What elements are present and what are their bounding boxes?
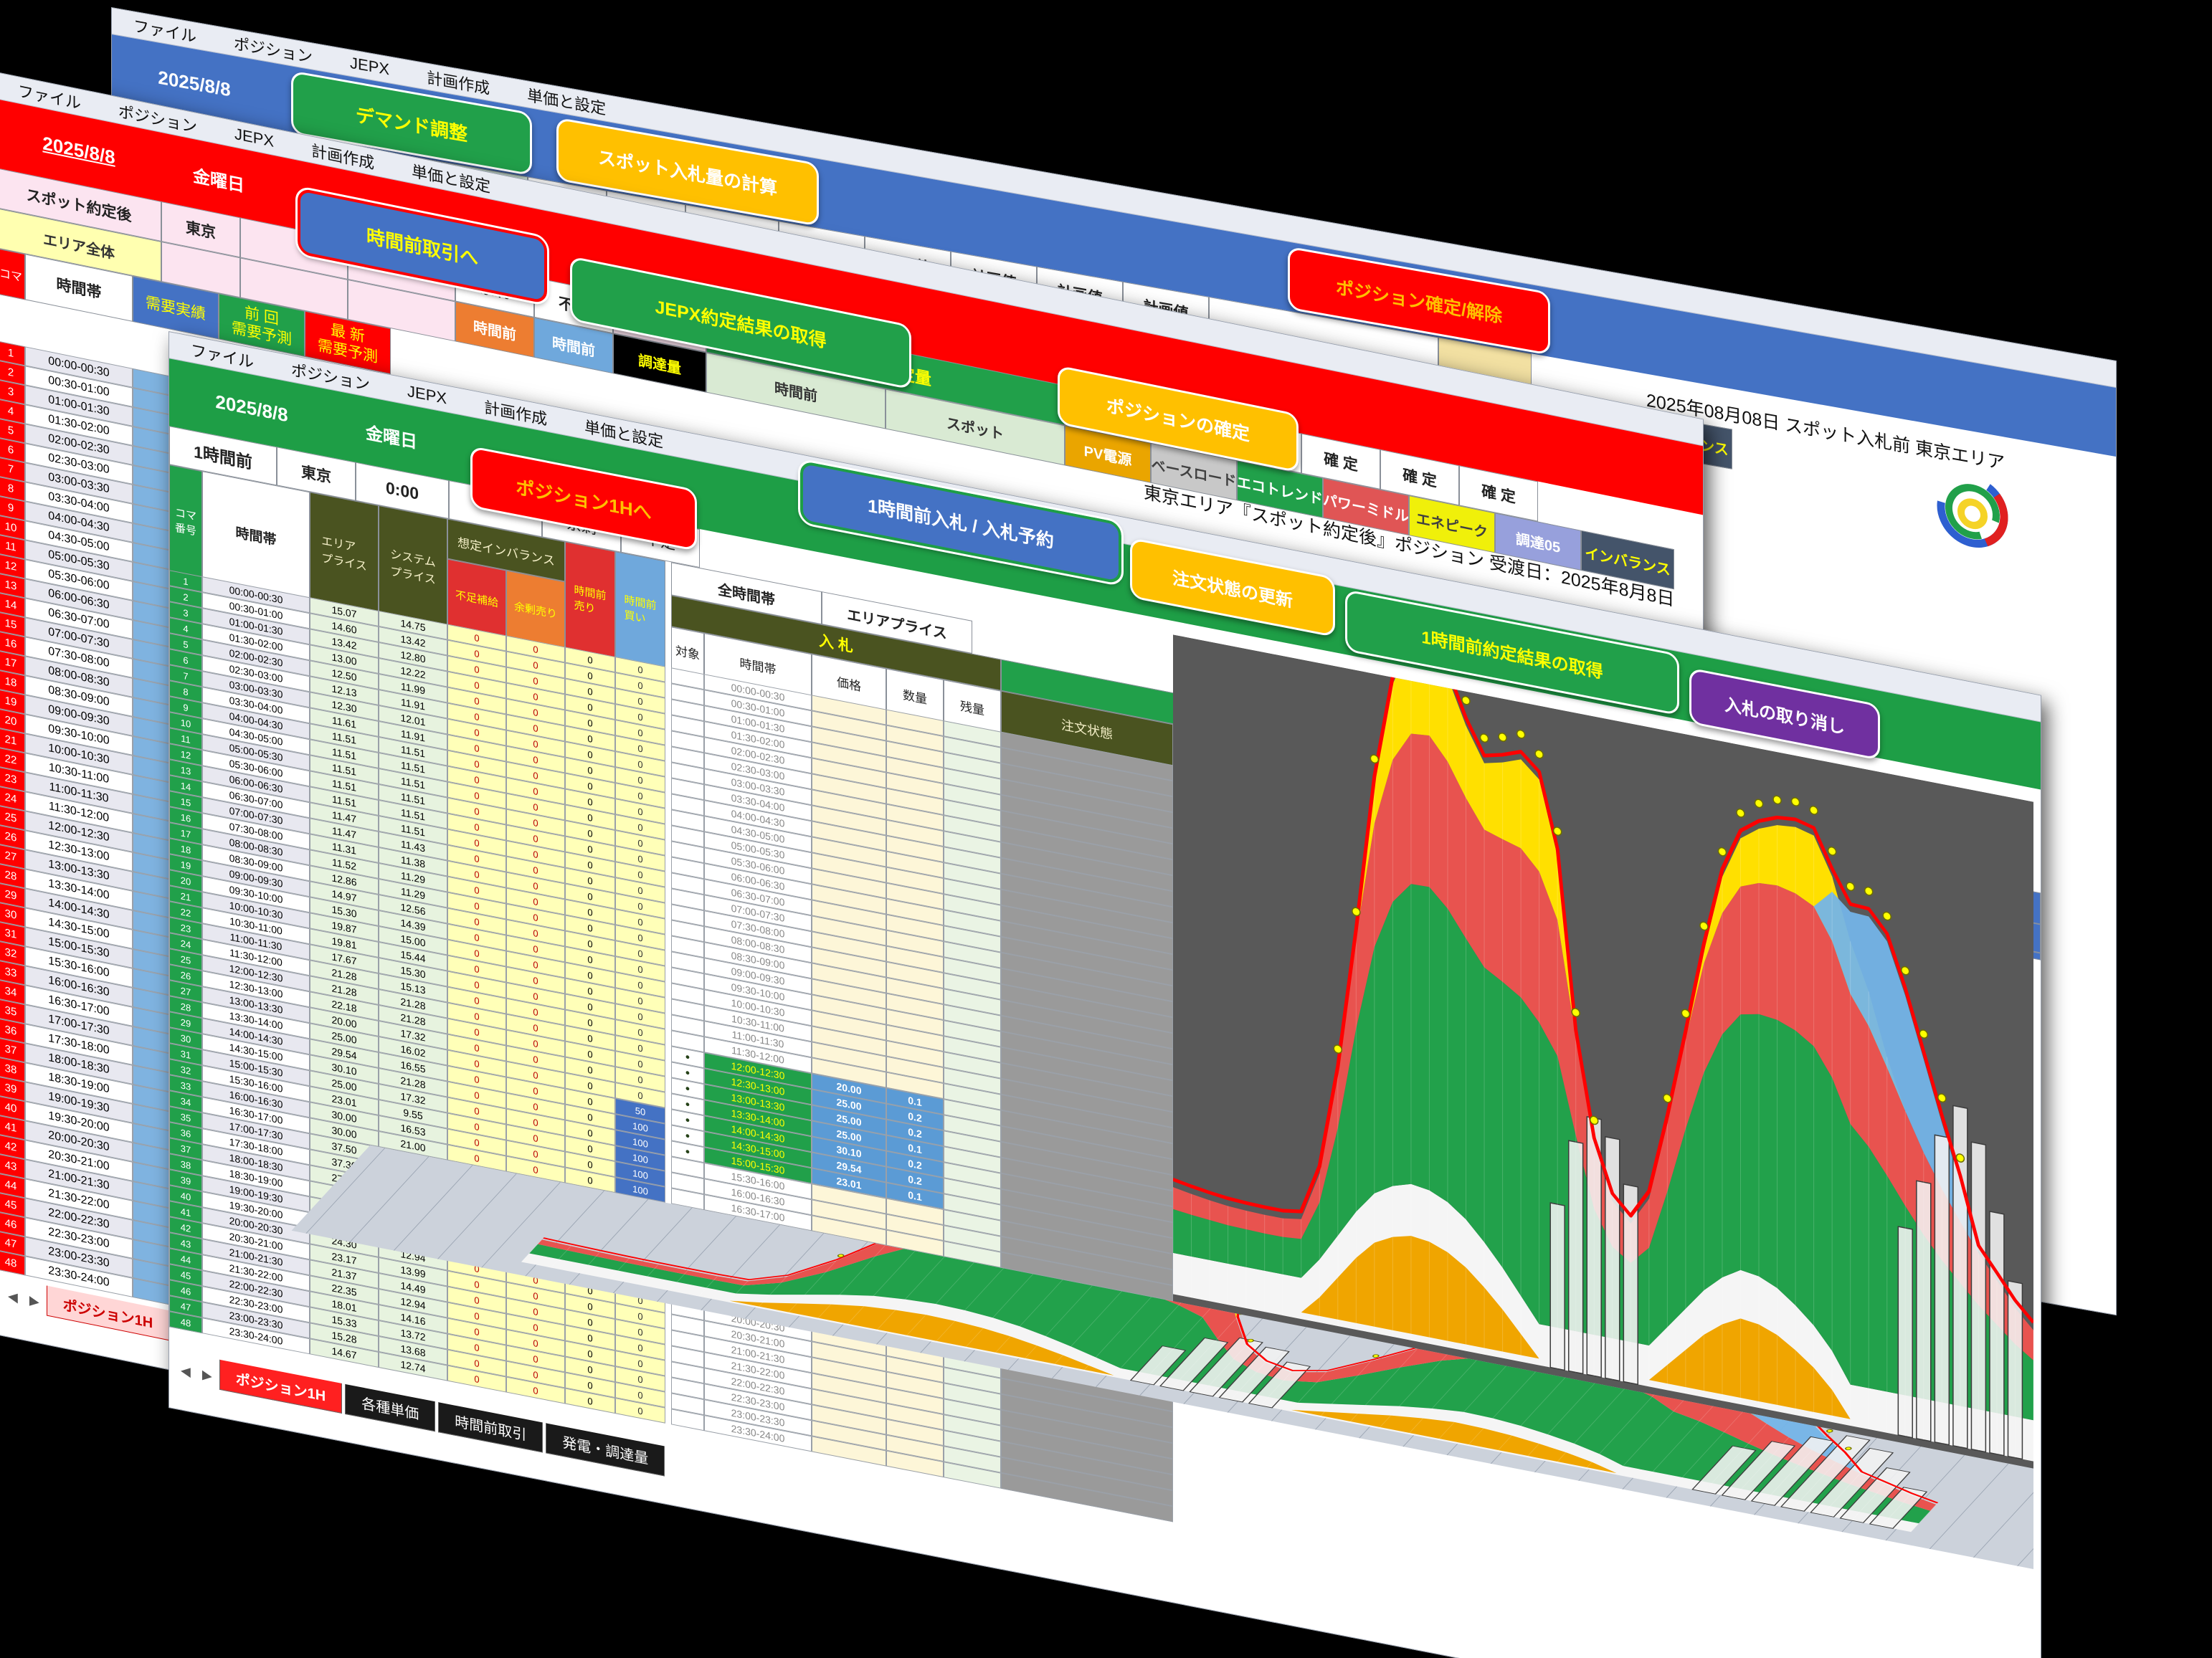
spacer <box>665 745 671 763</box>
position-chart[interactable] <box>1173 634 2033 1483</box>
col-header-koma: コマ 番号 <box>169 464 202 579</box>
col-header-system-price: システム プライス <box>379 505 447 626</box>
spacer <box>665 935 671 952</box>
scroll-left-button[interactable]: ◀ <box>8 1288 18 1305</box>
menu-item[interactable]: JEPX <box>350 53 390 79</box>
spacer <box>665 777 671 794</box>
col-header-area-price: エリア プライス <box>310 492 379 613</box>
spacer <box>665 1029 671 1047</box>
spacer <box>665 887 671 905</box>
menu-item[interactable]: JEPX <box>407 381 447 408</box>
spacer <box>665 824 671 842</box>
spacer <box>665 1124 671 1141</box>
scroll-left-button[interactable]: ◀ <box>181 1363 191 1379</box>
spacer <box>665 1014 671 1031</box>
scroll-right-button[interactable]: ▶ <box>201 1367 212 1383</box>
window-hour-ahead: ファイル ポジション JEPX 計画作成 単価と設定 2025/8/8 金曜日 ポジショ… <box>168 331 2041 1658</box>
menu-item[interactable]: JEPX <box>234 124 275 151</box>
window-spot-before: ファイル ポジション JEPX 計画作成 単価と設定 2025/8/8 デマンド調整 ス… <box>111 7 2117 1316</box>
spacer <box>665 714 671 731</box>
spacer <box>665 951 671 968</box>
spacer <box>665 761 671 778</box>
spacer <box>665 1108 671 1125</box>
spacer <box>665 856 671 873</box>
spacer <box>665 1061 671 1078</box>
spacer <box>665 1187 671 1204</box>
col-header-ha-buy: 時間前 買い <box>615 551 665 669</box>
spacer <box>665 698 671 715</box>
spacer <box>665 682 671 700</box>
spacer <box>665 919 671 936</box>
spacer <box>665 730 671 747</box>
spacer <box>665 1092 671 1110</box>
col-header-koma: コマ <box>0 248 25 300</box>
spacer <box>665 793 671 810</box>
spacer <box>665 1171 671 1188</box>
spacer <box>665 966 671 983</box>
spacer <box>665 982 671 999</box>
spacer <box>665 1140 671 1157</box>
spacer <box>665 1077 671 1094</box>
company-logo-icon <box>1933 465 2012 561</box>
spacer <box>665 667 671 684</box>
spacer <box>665 872 671 889</box>
spacer <box>665 1156 671 1173</box>
scroll-right-button[interactable]: ▶ <box>29 1292 39 1310</box>
spacer <box>665 840 671 857</box>
spacer <box>665 998 671 1015</box>
spacer <box>665 1045 671 1062</box>
spacer <box>665 809 671 826</box>
spacer <box>665 903 671 920</box>
col-header-ha-sell: 時間前 売り <box>565 541 615 659</box>
